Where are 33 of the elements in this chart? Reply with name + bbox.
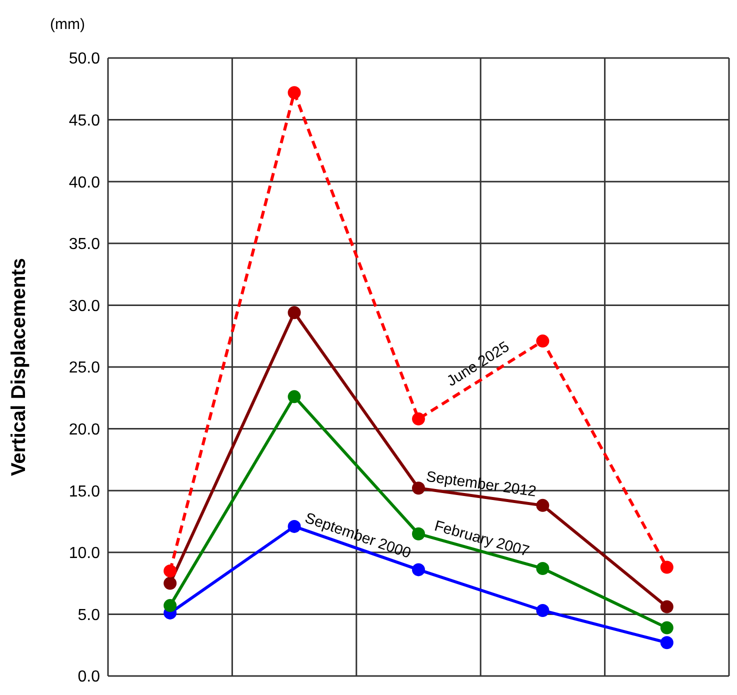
point xyxy=(288,520,301,533)
point xyxy=(412,412,425,426)
y-tick-label: 35.0 xyxy=(68,236,100,254)
point xyxy=(164,599,177,612)
point xyxy=(412,527,425,540)
y-axis-title: Vertical Displacements xyxy=(8,258,30,476)
point xyxy=(536,498,550,512)
point xyxy=(660,621,674,634)
point xyxy=(536,604,550,617)
point xyxy=(660,600,674,614)
y-tick-label: 40.0 xyxy=(68,174,100,192)
point xyxy=(536,562,550,575)
y-tick-label: 45.0 xyxy=(68,112,100,130)
y-tick-label: 20.0 xyxy=(68,421,100,438)
y-tick-label: 5.0 xyxy=(78,606,100,624)
y-tick-label: 25.0 xyxy=(68,360,100,377)
text: September 2012 xyxy=(425,468,538,500)
point xyxy=(412,563,425,576)
y-tick-label: 15.0 xyxy=(68,483,100,500)
point xyxy=(164,564,177,578)
point xyxy=(288,86,301,100)
point xyxy=(288,306,301,320)
point xyxy=(164,576,177,590)
point xyxy=(288,390,301,404)
point xyxy=(536,334,550,348)
y-tick-label: 10.0 xyxy=(68,545,100,562)
point xyxy=(660,636,674,650)
y-tick-label: 50.0 xyxy=(68,50,100,68)
text: (mm) xyxy=(50,16,85,33)
point xyxy=(660,560,674,574)
point xyxy=(412,482,425,495)
y-tick-label: 30.0 xyxy=(68,298,100,315)
y-tick-label: 0.0 xyxy=(78,668,100,686)
